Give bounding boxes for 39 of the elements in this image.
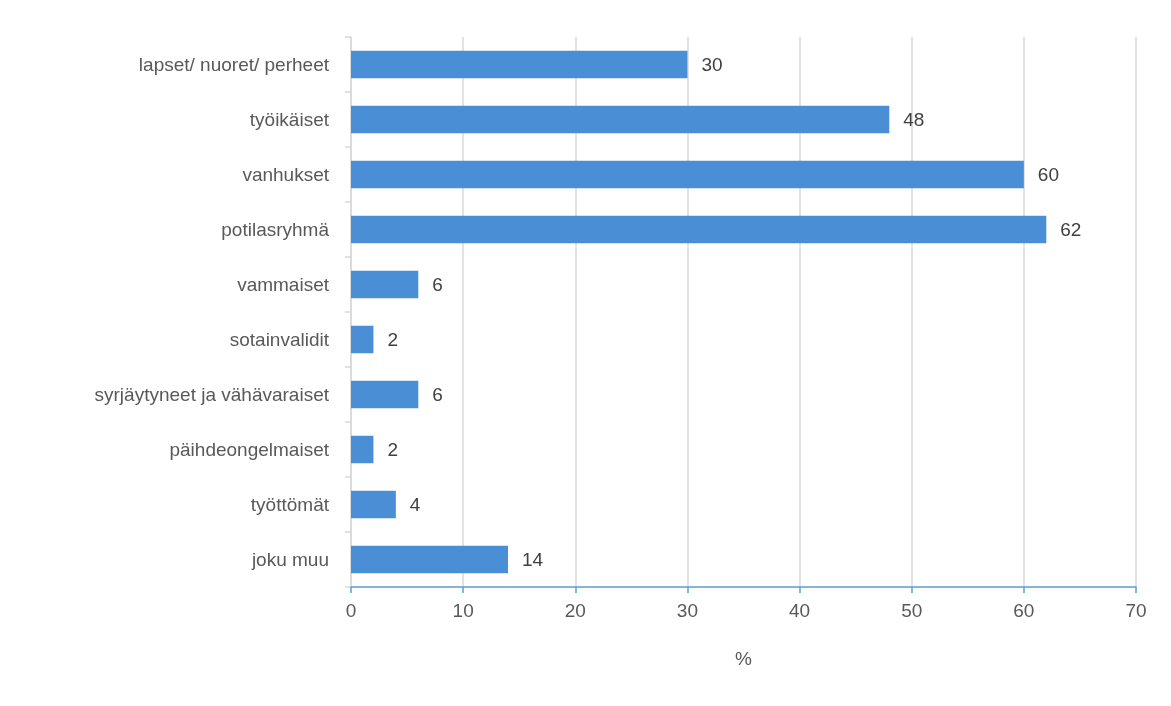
y-tick-label: työttömät [250, 494, 330, 515]
y-tick-label: vammaiset [237, 274, 330, 295]
data-label: 6 [432, 274, 443, 295]
data-label: 62 [1060, 219, 1082, 240]
data-label: 14 [522, 549, 544, 570]
bar [351, 380, 419, 409]
bar [351, 215, 1047, 244]
x-tick-label: 60 [1013, 600, 1035, 621]
data-label: 6 [432, 384, 443, 405]
x-tick-label: 40 [789, 600, 811, 621]
data-label: 4 [409, 494, 421, 515]
x-tick-label: 30 [676, 600, 698, 621]
y-tick-label: lapset/ nuoret/ perheet [138, 54, 330, 75]
bar [351, 435, 374, 464]
bar [351, 490, 396, 519]
y-tick-label: syrjäytyneet ja vähävaraiset [94, 384, 330, 405]
data-label: 48 [903, 109, 925, 130]
x-tick-label: 10 [452, 600, 474, 621]
x-tick-label: 0 [345, 600, 357, 621]
y-tick-label: joku muu [250, 549, 329, 570]
bar [351, 160, 1024, 189]
y-tick-label: päihdeongelmaiset [169, 439, 330, 460]
data-label: 60 [1037, 164, 1059, 185]
y-tick-label: työikäiset [249, 109, 330, 130]
y-tick-label: vanhukset [242, 164, 330, 185]
data-label: 2 [387, 329, 399, 350]
x-tick-label: 50 [901, 600, 923, 621]
x-tick-label: 70 [1125, 600, 1147, 621]
bar [351, 105, 890, 134]
bar [351, 325, 374, 354]
data-label: 2 [387, 439, 399, 460]
y-tick-label: sotainvalidit [229, 329, 330, 350]
bar [351, 270, 419, 299]
x-axis-title: % [735, 648, 753, 669]
x-tick-label: 20 [564, 600, 586, 621]
y-tick-label: potilasryhmä [221, 219, 330, 240]
bar [351, 50, 688, 79]
bar [351, 545, 508, 574]
data-label: 30 [701, 54, 723, 75]
